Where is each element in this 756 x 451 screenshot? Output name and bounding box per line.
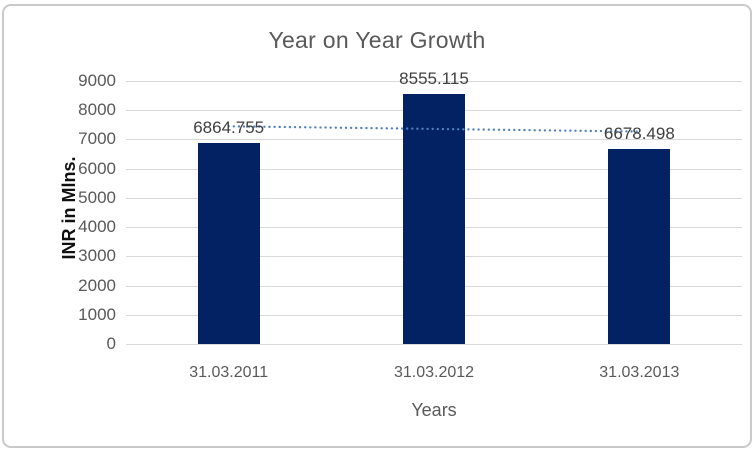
y-tick-label: 2000 bbox=[78, 275, 116, 295]
y-tick-label: 5000 bbox=[78, 187, 116, 207]
chart-title: Year on Year Growth bbox=[268, 27, 486, 53]
x-tick-label: 31.03.2012 bbox=[393, 364, 475, 381]
bar bbox=[608, 148, 671, 344]
bar bbox=[197, 143, 260, 344]
y-tick-label: 9000 bbox=[78, 71, 116, 90]
y-tick-label: 0 bbox=[106, 334, 116, 353]
gridline bbox=[126, 344, 742, 345]
y-tick-label: 4000 bbox=[78, 217, 116, 237]
x-axis-title: Years bbox=[411, 400, 457, 420]
y-tick-label: 8000 bbox=[78, 100, 116, 120]
x-tick-label: 31.03.2011 bbox=[189, 364, 269, 381]
y-tick-label: 6000 bbox=[78, 158, 116, 178]
x-tick-label: 31.03.2013 bbox=[599, 364, 680, 381]
y-tick-label: 1000 bbox=[78, 304, 116, 324]
chart-frame: Year on Year Growth INR in Mlns. Years 0… bbox=[2, 4, 752, 448]
bar bbox=[403, 94, 465, 344]
gridline bbox=[126, 81, 742, 82]
bar-data-label: 6864.755 bbox=[193, 118, 265, 138]
bar-data-label: 6678.498 bbox=[603, 123, 675, 143]
y-tick-label: 7000 bbox=[78, 129, 116, 149]
y-tick-label: 3000 bbox=[78, 246, 116, 266]
bar-data-label: 8555.115 bbox=[399, 69, 469, 88]
